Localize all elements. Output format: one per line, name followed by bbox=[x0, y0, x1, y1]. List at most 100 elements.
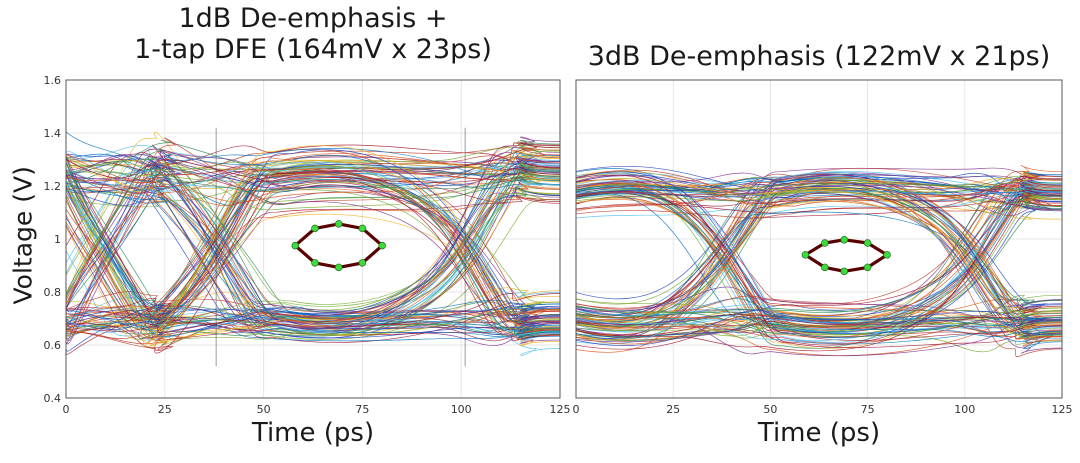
eye-trace bbox=[576, 191, 1062, 328]
eye-trace bbox=[66, 142, 560, 170]
right-chart-title: 3dB De-emphasis (122mV x 21ps) bbox=[587, 41, 1051, 72]
eye-trace bbox=[576, 177, 1062, 331]
x-tick-label: 100 bbox=[954, 403, 975, 416]
eye-mask-point bbox=[821, 239, 829, 247]
eye-trace bbox=[576, 180, 1062, 345]
eye-trace bbox=[576, 316, 1062, 342]
eye-trace bbox=[576, 211, 1062, 321]
eye-trace bbox=[66, 163, 560, 336]
eye-trace bbox=[576, 299, 1062, 336]
x-tick-label: 0 bbox=[573, 403, 580, 416]
eye-mask-point bbox=[291, 241, 299, 250]
x-tick-label: 50 bbox=[763, 403, 777, 416]
eye-mask-point bbox=[863, 263, 872, 272]
eye-trace bbox=[576, 174, 1062, 307]
y-tick-label: 1 bbox=[54, 233, 61, 246]
eye-mask-point bbox=[863, 239, 872, 247]
x-tick-label: 50 bbox=[257, 403, 271, 416]
eye-trace bbox=[576, 175, 1062, 317]
eye-trace bbox=[576, 186, 1062, 346]
eye-trace bbox=[66, 161, 560, 337]
eye-trace bbox=[576, 165, 1062, 316]
x-tick-label: 125 bbox=[1052, 403, 1073, 416]
eye-trace bbox=[576, 192, 1062, 341]
eye-trace bbox=[66, 177, 560, 332]
eye-trace bbox=[576, 182, 1062, 336]
eye-trace bbox=[576, 306, 1062, 338]
eye-trace bbox=[576, 183, 1062, 312]
eye-trace bbox=[576, 183, 1062, 193]
right-x-axis-label: Time (ps) bbox=[757, 418, 881, 448]
eye-trace bbox=[576, 192, 1062, 340]
eye-traces bbox=[66, 131, 560, 356]
eye-trace bbox=[576, 314, 1062, 337]
eye-trace bbox=[66, 139, 560, 312]
eye-trace bbox=[66, 186, 560, 325]
y-tick-label: 0.4 bbox=[44, 392, 62, 405]
eye-trace bbox=[66, 156, 560, 325]
eye-trace bbox=[66, 147, 560, 341]
x-tick-label: 125 bbox=[550, 403, 571, 416]
eye-trace bbox=[66, 171, 560, 206]
eye-trace bbox=[66, 148, 560, 207]
eye-trace bbox=[66, 187, 560, 317]
eye-trace bbox=[66, 150, 560, 326]
eye-mask-point bbox=[378, 241, 386, 250]
eye-trace bbox=[66, 148, 560, 341]
y-tick-label: 1.4 bbox=[44, 127, 62, 140]
eye-trace bbox=[576, 185, 1062, 336]
eye-trace bbox=[576, 313, 1062, 339]
x-tick-label: 75 bbox=[861, 403, 875, 416]
eye-trace bbox=[66, 167, 560, 330]
eye-trace bbox=[66, 152, 560, 342]
eye-mask-point bbox=[840, 236, 849, 244]
eye-trace bbox=[66, 182, 560, 326]
eye-trace bbox=[576, 169, 1062, 204]
eye-trace bbox=[66, 170, 560, 333]
eye-panel-left: 0 25 50 75 100 125 0.4 0.6 0.8 1 1.2 1.4 1.6 bbox=[44, 74, 571, 416]
y-tick-label: 0.8 bbox=[44, 286, 62, 299]
eye-trace bbox=[66, 172, 560, 310]
eye-trace bbox=[66, 182, 560, 337]
x-tick-label: 75 bbox=[355, 403, 369, 416]
eye-trace bbox=[66, 159, 560, 347]
eye-trace bbox=[576, 193, 1062, 336]
eye-trace bbox=[576, 309, 1062, 346]
left-chart-title-line-1: 1dB De-emphasis + bbox=[178, 3, 448, 34]
y-axis-label: Voltage (V) bbox=[8, 166, 38, 305]
eye-mask-point bbox=[801, 251, 810, 259]
eye-trace bbox=[576, 167, 1062, 210]
x-tick-label: 25 bbox=[666, 403, 680, 416]
eye-trace bbox=[576, 317, 1062, 343]
eye-trace bbox=[66, 299, 560, 338]
eye-trace bbox=[66, 182, 560, 326]
eye-trace bbox=[576, 183, 1062, 344]
y-tick-label: 0.6 bbox=[44, 339, 62, 352]
eye-trace bbox=[576, 172, 1062, 323]
eye-mask-point bbox=[358, 224, 367, 233]
eye-trace bbox=[576, 176, 1062, 322]
plot-frame bbox=[65, 79, 561, 399]
eye-trace bbox=[576, 183, 1062, 317]
eye-traces bbox=[576, 165, 1062, 358]
eye-trace bbox=[66, 195, 560, 332]
eye-mask-point bbox=[358, 259, 367, 267]
y-tick-label: 1.2 bbox=[44, 180, 62, 193]
eye-trace bbox=[66, 168, 560, 313]
eye-trace bbox=[66, 160, 560, 319]
eye-trace bbox=[66, 150, 560, 326]
eye-trace bbox=[66, 153, 560, 338]
eye-trace bbox=[66, 153, 560, 189]
x-tick-label: 25 bbox=[158, 403, 172, 416]
plot-frame bbox=[575, 79, 1063, 399]
eye-mask-point bbox=[883, 251, 891, 259]
left-chart-title-line-2: 1-tap DFE (164mV x 23ps) bbox=[134, 34, 492, 65]
eye-trace bbox=[576, 180, 1062, 324]
x-tick-label: 0 bbox=[63, 403, 70, 416]
y-tick-label: 1.6 bbox=[44, 74, 62, 87]
eye-trace bbox=[576, 305, 1062, 329]
eye-trace bbox=[66, 154, 560, 329]
eye-trace bbox=[576, 171, 1062, 339]
eye-mask-point bbox=[334, 263, 343, 272]
